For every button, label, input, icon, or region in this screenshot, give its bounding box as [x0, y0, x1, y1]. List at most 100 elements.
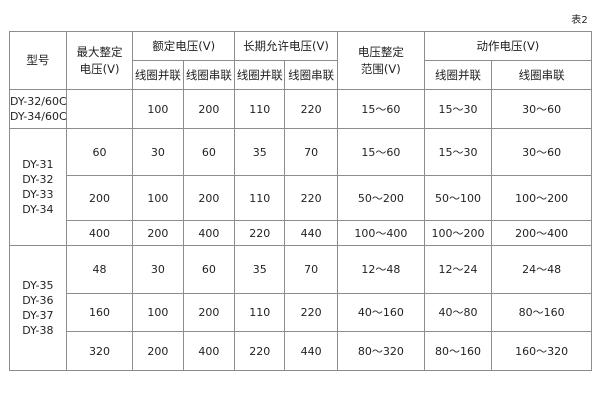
- model-name: DY-37: [22, 309, 54, 322]
- cell-long-parallel: 220: [234, 220, 286, 246]
- header-setting-range-line1: 电压整定: [357, 44, 404, 59]
- cell-setting-range: 12～48: [336, 245, 425, 294]
- cell-setting-range: 100～400: [336, 220, 425, 246]
- model-name: DY-32: [22, 173, 54, 186]
- cell-max-setting: 400: [65, 220, 134, 246]
- cell-setting-range: 15～60: [336, 128, 425, 176]
- table-row: 320 200 400 220 440 80～320 80～160 160～32…: [10, 331, 592, 371]
- cell-rated-series: 400: [182, 331, 236, 371]
- cell-rated-parallel: 200: [132, 331, 184, 371]
- header-rated-voltage: 额定电压(V): [132, 31, 236, 61]
- cell-rated-series: 60: [182, 245, 236, 294]
- cell-setting-range: 40～160: [336, 293, 425, 332]
- cell-action-series: 80～160: [491, 293, 592, 332]
- header-rated-series: 线圈串联: [182, 60, 236, 90]
- cell-max-setting: [65, 89, 134, 129]
- cell-setting-range: 15～60: [336, 89, 425, 129]
- model-name: DY-35: [22, 279, 54, 292]
- cell-long-series: 220: [284, 293, 338, 332]
- cell-long-parallel: 220: [234, 331, 286, 371]
- table-body: DY-32/60C DY-34/60C 100 200 110 220 15～6…: [9, 89, 592, 371]
- table-row: DY-32/60C DY-34/60C 100 200 110 220 15～6…: [9, 89, 592, 129]
- cell-action-parallel: 15～30: [423, 89, 493, 129]
- header-long-parallel: 线圈并联: [234, 60, 286, 90]
- table-row: 160 100 200 110 220 40～160 40～80 80～160: [10, 293, 592, 332]
- cell-long-series: 440: [284, 331, 338, 371]
- model-group-cell: DY-31 DY-32 DY-33 DY-34: [9, 128, 67, 246]
- spec-table-container: 型号 最大整定 电压(V) 额定电压(V) 长期允许电压(V) 电压整定 范围(…: [9, 31, 593, 371]
- cell-action-parallel: 50～100: [423, 175, 493, 221]
- cell-action-series: 200～400: [491, 220, 592, 246]
- cell-long-parallel: 110: [234, 89, 286, 129]
- table-row: DY-35 DY-36 DY-37 DY-38 48 30 60 35 70 1…: [9, 245, 592, 371]
- cell-rated-series: 200: [182, 293, 236, 332]
- cell-rated-series: 200: [182, 89, 236, 129]
- model-group-cell: DY-35 DY-36 DY-37 DY-38: [9, 245, 67, 371]
- model-name: DY-38: [22, 324, 54, 337]
- cell-rated-series: 400: [182, 220, 236, 246]
- cell-long-parallel: 35: [234, 128, 286, 176]
- cell-setting-range: 80～320: [336, 331, 425, 371]
- model-name: DY-32/60C: [10, 95, 67, 108]
- cell-long-series: 70: [284, 128, 338, 176]
- model-name: DY-31: [22, 158, 54, 171]
- table-head: 型号 最大整定 电压(V) 额定电压(V) 长期允许电压(V) 电压整定 范围(…: [9, 31, 593, 90]
- cell-rated-series: 200: [182, 175, 236, 221]
- cell-max-setting: 48: [65, 245, 134, 294]
- model-name: DY-34: [22, 203, 54, 216]
- cell-max-setting: 320: [65, 331, 134, 371]
- cell-action-series: 100～200: [491, 175, 592, 221]
- cell-long-parallel: 110: [234, 293, 286, 332]
- header-max-setting-line2: 电压(V): [79, 61, 120, 76]
- cell-long-series: 220: [284, 89, 338, 129]
- cell-action-series: 30～60: [491, 89, 592, 129]
- cell-rated-parallel: 30: [132, 245, 184, 294]
- cell-max-setting: 60: [65, 128, 134, 176]
- cell-rated-parallel: 30: [132, 128, 184, 176]
- cell-action-parallel: 15～30: [423, 128, 493, 176]
- table-row: 200 100 200 110 220 50～200 50～100 100～20…: [10, 175, 592, 221]
- table-row: 400 200 400 220 440 100～400 100～200 200～…: [10, 220, 592, 246]
- header-rated-parallel: 线圈并联: [132, 60, 184, 90]
- cell-rated-series: 60: [182, 128, 236, 176]
- model-group-cell: DY-32/60C DY-34/60C: [9, 89, 67, 129]
- header-action-series: 线圈串联: [491, 60, 592, 90]
- model-name: DY-33: [22, 188, 54, 201]
- cell-rated-parallel: 100: [132, 293, 184, 332]
- header-setting-range-line2: 范围(V): [360, 61, 401, 76]
- model-name: DY-36: [22, 294, 54, 307]
- cell-action-parallel: 100～200: [423, 220, 493, 246]
- cell-max-setting: 200: [65, 175, 134, 221]
- header-row-group: 型号 最大整定 电压(V) 额定电压(V) 长期允许电压(V) 电压整定 范围(…: [9, 31, 593, 90]
- cell-action-series: 24～48: [491, 245, 592, 294]
- cell-rated-parallel: 100: [132, 89, 184, 129]
- header-long-series: 线圈串联: [284, 60, 338, 90]
- cell-action-parallel: 40～80: [423, 293, 493, 332]
- header-max-setting-voltage: 最大整定 电压(V): [65, 31, 134, 90]
- header-action-parallel: 线圈并联: [423, 60, 493, 90]
- header-model: 型号: [9, 31, 67, 90]
- header-max-setting-line1: 最大整定: [76, 44, 123, 59]
- cell-rated-parallel: 100: [132, 175, 184, 221]
- cell-rated-parallel: 200: [132, 220, 184, 246]
- cell-action-parallel: 80～160: [423, 331, 493, 371]
- header-long-term-voltage: 长期允许电压(V): [234, 31, 338, 61]
- cell-action-series: 160～320: [491, 331, 592, 371]
- table-row: DY-31 DY-32 DY-33 DY-34 60 30 60 35 70 1…: [9, 128, 592, 246]
- cell-max-setting: 160: [65, 293, 134, 332]
- cell-long-parallel: 35: [234, 245, 286, 294]
- cell-long-series: 440: [284, 220, 338, 246]
- cell-long-series: 70: [284, 245, 338, 294]
- cell-long-parallel: 110: [234, 175, 286, 221]
- table-caption: 表2: [571, 15, 588, 26]
- header-action-voltage: 动作电压(V): [423, 31, 593, 61]
- header-setting-range: 电压整定 范围(V): [336, 31, 425, 90]
- relay-voltage-spec-table: 型号 最大整定 电压(V) 额定电压(V) 长期允许电压(V) 电压整定 范围(…: [9, 31, 593, 371]
- cell-long-series: 220: [284, 175, 338, 221]
- cell-action-series: 30～60: [491, 128, 592, 176]
- header-row-sub: 线圈并联 线圈串联 线圈并联 线圈串联 线圈并联 线圈串联: [10, 60, 592, 90]
- model-name: DY-34/60C: [10, 110, 67, 123]
- cell-action-parallel: 12～24: [423, 245, 493, 294]
- cell-setting-range: 50～200: [336, 175, 425, 221]
